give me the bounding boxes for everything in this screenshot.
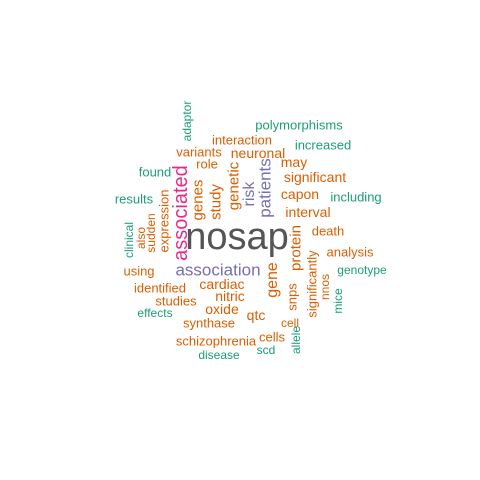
word-including: including	[330, 189, 382, 205]
word-allele: allele	[289, 325, 303, 355]
word-cell: cell	[280, 316, 300, 330]
word-interval: interval	[285, 204, 331, 220]
word-nosap: nosap	[185, 216, 289, 258]
word-schizophrenia: schizophrenia	[175, 333, 257, 349]
word-neuronal: neuronal	[230, 145, 286, 161]
word-patients: patients	[255, 158, 275, 218]
word-clinical: clinical	[122, 221, 136, 259]
word-role: role	[196, 156, 218, 172]
word-also: also	[134, 226, 148, 250]
word-may: may	[280, 154, 308, 170]
word-results: results	[114, 191, 154, 207]
word-risk: risk	[241, 181, 258, 207]
word-increased: increased	[294, 137, 352, 153]
word-genes: genes	[189, 179, 207, 221]
word-adaptor: adaptor	[180, 100, 194, 142]
word-oxide: oxide	[205, 301, 239, 317]
word-effects: effects	[137, 306, 173, 320]
word-expression: expression	[156, 189, 172, 253]
word-association: association	[175, 260, 261, 280]
word-significant: significant	[283, 169, 347, 185]
word-mice: mice	[331, 288, 345, 314]
word-identified: identified	[133, 280, 187, 296]
word-analysis: analysis	[326, 244, 374, 260]
word-gene: gene	[264, 262, 281, 298]
word-using: using	[123, 263, 155, 279]
word-genetic: genetic	[225, 161, 243, 211]
word-polymorphisms: polymorphisms	[255, 117, 343, 133]
word-studies: studies	[155, 293, 197, 309]
word-death: death	[311, 223, 345, 239]
word-interaction: interaction	[212, 132, 272, 148]
word-qtc: qtc	[246, 307, 266, 323]
word-nnos: nnos	[318, 273, 332, 301]
word-variants: variants	[176, 144, 222, 160]
word-genotype: genotype	[337, 263, 387, 277]
word-capon: capon	[280, 186, 320, 202]
word-associated: associated	[170, 165, 192, 261]
word-snps: snps	[284, 283, 300, 311]
word-scd: scd	[256, 343, 276, 357]
word-significantly: significantly	[304, 250, 320, 318]
word-protein: protein	[287, 225, 305, 271]
word-disease: disease	[198, 348, 240, 362]
word-nitric: nitric	[215, 288, 245, 304]
word-cardiac: cardiac	[199, 276, 245, 292]
word-study: study	[207, 184, 225, 220]
word-found: found	[138, 164, 172, 180]
word-synthase: synthase	[182, 315, 236, 331]
word-cells: cells	[258, 329, 286, 345]
